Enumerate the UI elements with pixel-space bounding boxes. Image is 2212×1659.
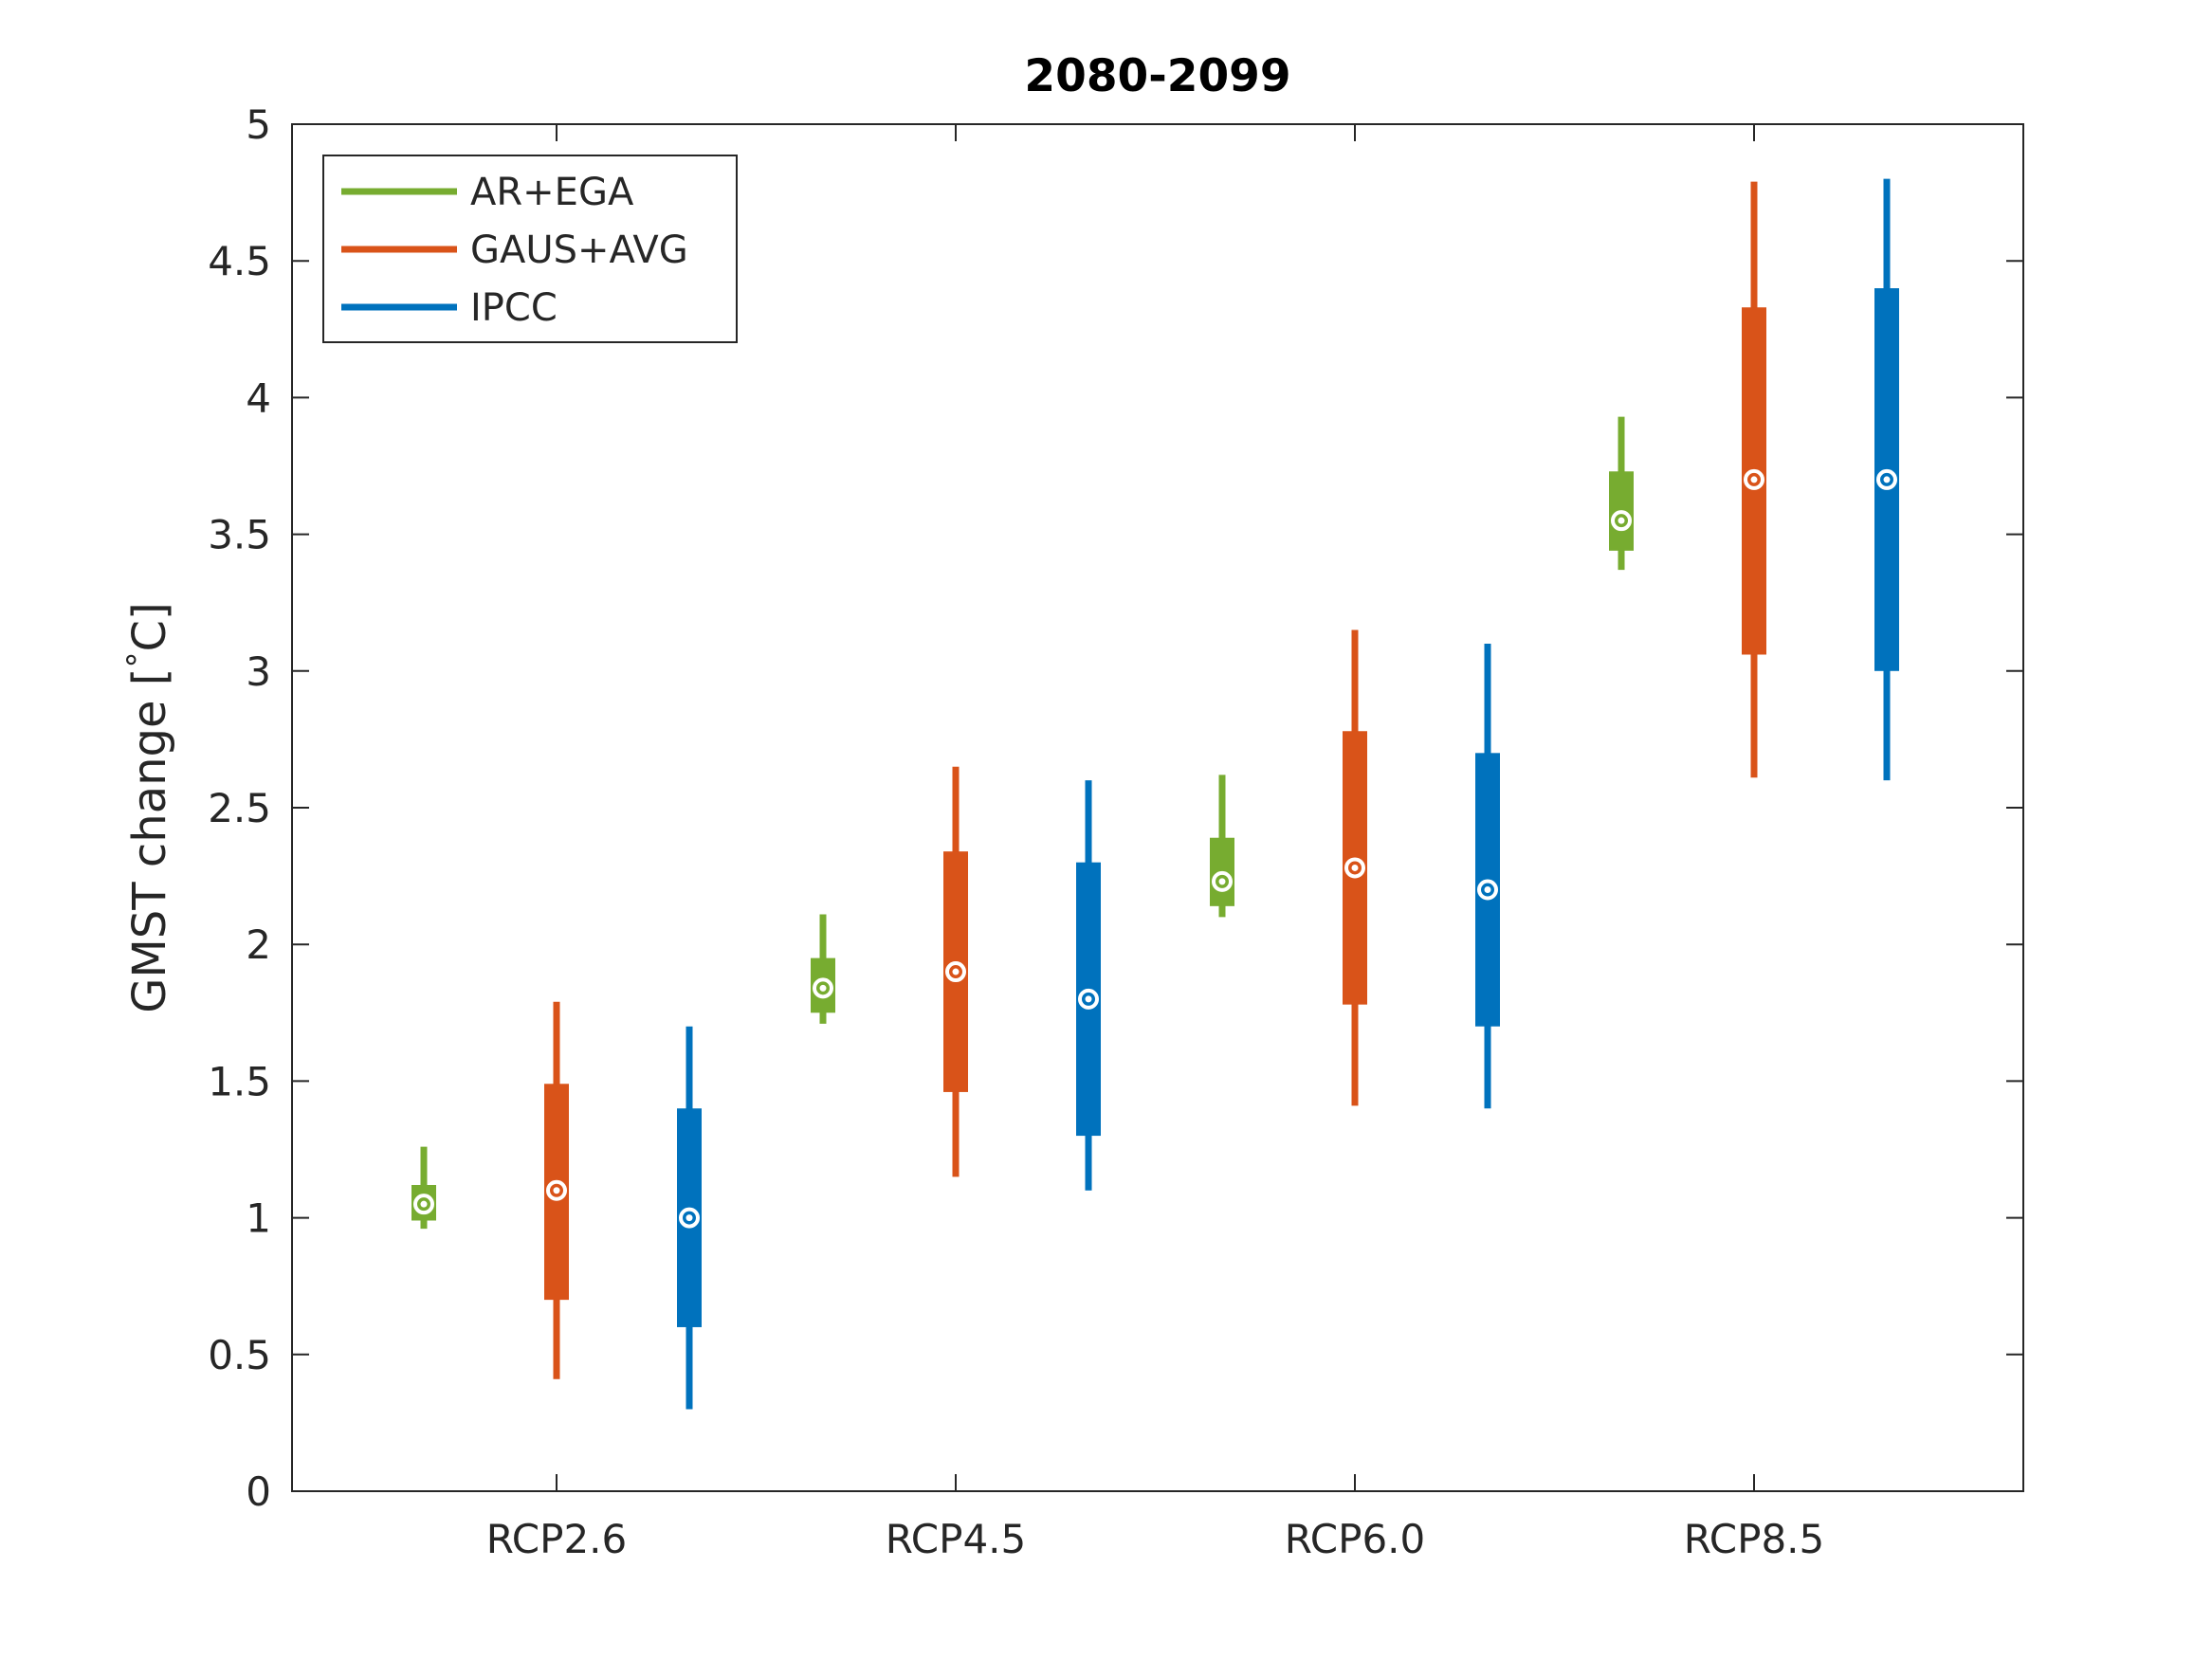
y-tick-label: 0.5 <box>208 1332 271 1378</box>
median-marker-ring <box>1212 870 1233 892</box>
y-tick-label: 1.5 <box>208 1058 271 1104</box>
median-marker-ring <box>945 961 966 983</box>
x-tick-label: RCP8.5 <box>1684 1516 1825 1562</box>
median-marker-dot <box>1218 878 1226 885</box>
legend-label: IPCC <box>470 286 558 330</box>
median-marker-dot <box>1883 476 1891 483</box>
box-ipcc-3 <box>1874 178 1899 781</box>
y-tick-labels: 0 0.5 1 1.5 2 2.5 3 3.5 4 4.5 5 <box>208 101 271 1515</box>
y-tick-label: 1 <box>246 1195 271 1242</box>
box-ar-ega-3 <box>1609 416 1634 571</box>
box-gaus-avg-0 <box>544 1001 569 1379</box>
legend-label: AR+EGA <box>470 171 634 214</box>
median-marker-ring <box>1344 857 1365 879</box>
median-marker-dot <box>420 1200 428 1208</box>
box-ipcc-1 <box>1076 780 1101 1191</box>
median-marker-dot <box>1484 886 1491 894</box>
box-gaus-avg-2 <box>1343 629 1367 1106</box>
y-tick-label: 5 <box>246 101 271 148</box>
y-tick-label: 3.5 <box>208 512 271 558</box>
box-ipcc-0 <box>677 1026 702 1410</box>
y-tick-label: 4.5 <box>208 238 271 284</box>
y-axis-label-prefix: GMST change [ <box>123 667 176 1012</box>
box-ar-ega-0 <box>411 1146 436 1230</box>
y-axis-label-unit: C] <box>123 602 176 651</box>
box-gaus-avg-1 <box>943 766 968 1177</box>
y-axis-label: GMST change [°C] <box>120 602 176 1013</box>
box-ipcc-2 <box>1475 643 1500 1109</box>
median-marker-dot <box>819 984 827 992</box>
box-ar-ega-2 <box>1210 775 1234 918</box>
median-marker-ring <box>1611 510 1632 532</box>
median-marker-ring <box>1477 879 1498 901</box>
y-axis-label-degree: ° <box>120 651 158 667</box>
median-marker-ring <box>1876 468 1897 490</box>
box-ar-ega-1 <box>811 914 835 1024</box>
y-tick-label: 0 <box>246 1468 271 1515</box>
median-marker-ring <box>546 1179 567 1201</box>
median-marker-dot <box>1085 995 1092 1003</box>
plot-area <box>292 124 2023 1491</box>
x-tick-label: RCP2.6 <box>486 1516 628 1562</box>
legend: AR+EGA GAUS+AVG IPCC <box>322 155 738 343</box>
median-marker-dot <box>553 1187 560 1194</box>
median-marker-dot <box>1351 864 1359 871</box>
median-marker-ring <box>413 1194 434 1215</box>
x-tick-label: RCP6.0 <box>1285 1516 1426 1562</box>
median-marker-dot <box>686 1214 693 1222</box>
y-tick-label: 2 <box>246 921 271 968</box>
median-marker-dot <box>952 968 960 975</box>
median-marker-ring <box>1744 468 1764 490</box>
median-marker-ring <box>813 977 833 999</box>
median-marker-dot <box>1750 476 1758 483</box>
box-gaus-avg-3 <box>1742 181 1766 778</box>
plot-frame <box>291 123 2024 1492</box>
median-marker-ring <box>1078 988 1099 1010</box>
median-marker-ring <box>679 1207 700 1229</box>
median-marker-dot <box>1618 517 1625 524</box>
y-tick-label: 3 <box>246 648 271 695</box>
x-tick-labels: RCP2.6 RCP4.5 RCP6.0 RCP8.5 <box>486 1516 1825 1562</box>
y-tick-label: 2.5 <box>208 785 271 831</box>
boxes <box>411 178 1899 1410</box>
legend-label: GAUS+AVG <box>470 228 688 272</box>
y-tick-label: 4 <box>246 374 271 421</box>
x-tick-label: RCP4.5 <box>886 1516 1027 1562</box>
chart-title: 2080-2099 <box>1024 50 1290 102</box>
